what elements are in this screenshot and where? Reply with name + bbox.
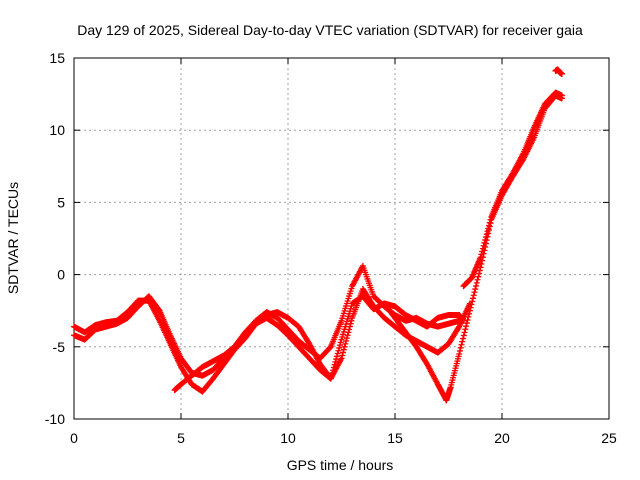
series-rising-arc xyxy=(443,92,565,404)
data-point xyxy=(487,216,494,223)
data-point xyxy=(344,332,351,339)
grid-lines xyxy=(74,58,609,419)
x-tick-label: 15 xyxy=(387,430,403,446)
data-point xyxy=(334,350,341,357)
data-point xyxy=(340,349,347,356)
data-point xyxy=(464,316,471,323)
series-late-upper xyxy=(552,66,565,77)
data-point xyxy=(475,273,482,280)
data-point xyxy=(456,351,463,358)
data-point xyxy=(485,225,492,232)
data-point xyxy=(483,231,490,238)
data-point xyxy=(341,343,348,350)
data-point xyxy=(474,276,481,283)
x-tick-label: 0 xyxy=(70,430,78,446)
data-point xyxy=(456,347,463,354)
data-point xyxy=(460,335,467,342)
data-point xyxy=(339,352,346,359)
data-point xyxy=(463,323,470,330)
data-point xyxy=(460,332,467,339)
data-point xyxy=(336,342,343,349)
data-point xyxy=(333,356,340,363)
data-point xyxy=(471,289,478,296)
series-track-b xyxy=(71,286,473,395)
data-point xyxy=(479,245,486,252)
data-point xyxy=(480,242,487,249)
data-point xyxy=(338,355,345,362)
series-rising-upper xyxy=(460,89,565,290)
data-point xyxy=(457,344,464,351)
data-point xyxy=(468,301,475,308)
data-point xyxy=(330,367,337,374)
data-point xyxy=(343,335,350,342)
x-axis-label: GPS time / hours xyxy=(287,457,394,473)
data-point xyxy=(348,317,355,324)
data-point xyxy=(459,338,466,345)
y-tick-label: 10 xyxy=(49,122,65,138)
y-tick-label: 0 xyxy=(57,267,65,283)
x-tick-label: 10 xyxy=(280,430,296,446)
data-point xyxy=(473,279,480,286)
data-point xyxy=(465,313,472,320)
y-tick-label: -10 xyxy=(45,411,65,427)
data-point xyxy=(466,310,473,317)
data-point xyxy=(558,92,565,99)
data-point xyxy=(472,286,479,293)
data-point xyxy=(462,326,469,333)
data-point xyxy=(473,282,480,289)
data-point xyxy=(335,347,342,354)
data-point xyxy=(342,340,349,347)
data-point xyxy=(482,236,489,243)
x-tick-label: 20 xyxy=(494,430,510,446)
data-point xyxy=(469,295,476,302)
y-tick-label: -5 xyxy=(53,339,66,355)
data-point xyxy=(463,320,470,327)
data-point xyxy=(484,228,491,235)
series-descending-arc xyxy=(381,300,450,404)
data-point xyxy=(328,372,335,379)
data-point xyxy=(461,329,468,336)
data-point xyxy=(486,222,493,229)
data-point xyxy=(327,375,334,382)
x-tick-label: 5 xyxy=(177,430,185,446)
data-point xyxy=(336,344,343,351)
data-point xyxy=(330,364,337,371)
data-point xyxy=(478,251,485,258)
x-tick-label: 25 xyxy=(601,430,617,446)
data-point xyxy=(479,248,486,255)
data-point xyxy=(469,298,476,305)
data-point xyxy=(343,338,350,345)
plot-frame xyxy=(73,57,610,420)
y-tick-label: 15 xyxy=(49,50,65,66)
data-point xyxy=(470,292,477,299)
data-point xyxy=(333,353,340,360)
y-axis-label: SDTVAR / TECUs xyxy=(5,182,21,294)
data-point xyxy=(481,239,488,246)
y-tick-label: 5 xyxy=(57,194,65,210)
data-point xyxy=(458,341,465,348)
data-point xyxy=(467,304,474,311)
data-point xyxy=(476,270,483,277)
data-point xyxy=(337,339,344,346)
data-point xyxy=(558,70,565,77)
data-point xyxy=(331,361,338,368)
data-point xyxy=(329,369,336,376)
data-point xyxy=(486,219,493,226)
axis-ticks: 0 5 10 15 20 25 -10 -5 0 5 10 15 xyxy=(45,50,617,446)
data-point xyxy=(477,254,484,261)
data-point xyxy=(332,358,339,365)
data-point xyxy=(460,317,467,324)
chart-title: Day 129 of 2025, Sidereal Day-to-day VTE… xyxy=(77,22,583,38)
data-points xyxy=(71,66,565,404)
data-point xyxy=(340,346,347,353)
data-point xyxy=(466,307,473,314)
data-point xyxy=(482,234,489,241)
